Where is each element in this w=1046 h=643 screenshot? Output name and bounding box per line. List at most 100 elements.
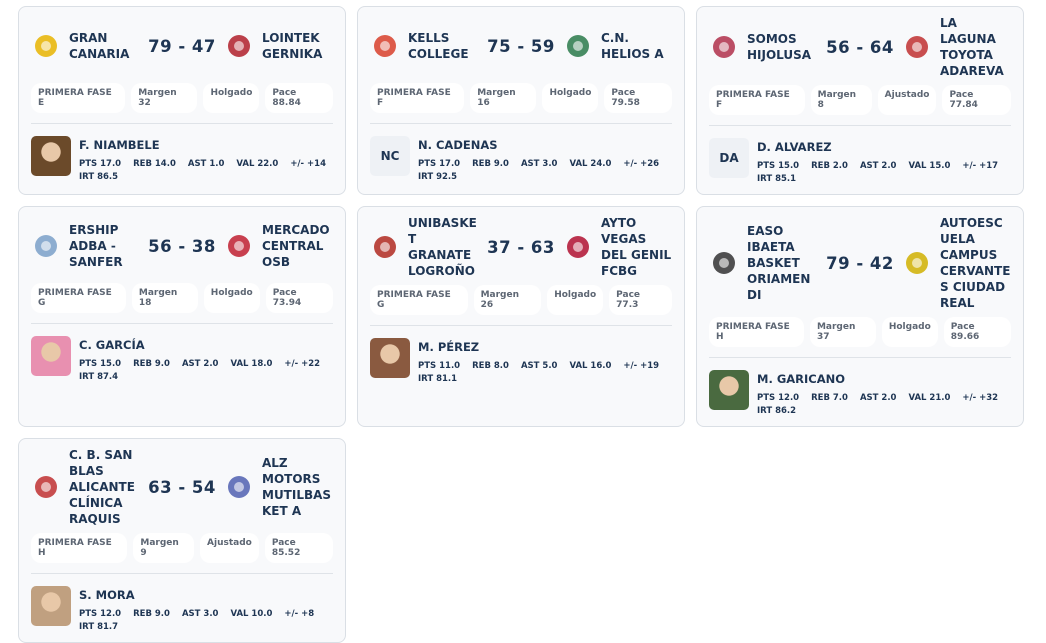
away-team: LOINTEK GERNIKA xyxy=(262,31,323,61)
divider xyxy=(709,357,1011,358)
away-team: LA LAGUNA TOYOTA ADAREVA xyxy=(940,16,1004,78)
player-row: M. PÉREZ PTS 11.0 REB 8.0 AST 5.0 VAL 16.0 +/… xyxy=(370,338,672,386)
player-row: F. NIAMBELE PTS 17.0 REB 14.0 AST 1.0 VAL 22… xyxy=(31,136,333,184)
tag: Pace 73.94 xyxy=(265,283,333,313)
match-header: EASO IBAETA BASKET ORIAMENDI 79 - 42 AUTOE… xyxy=(709,215,1011,311)
stat-row: PTS 12.0 REB 9.0 AST 3.0 VAL 10.0 +/- +8 xyxy=(79,608,314,621)
score: 79 - 42 xyxy=(826,253,894,273)
tag: PRIMERA FASE H xyxy=(709,317,804,347)
stat: REB 7.0 xyxy=(811,393,848,403)
divider xyxy=(370,325,672,326)
tag: Holgado xyxy=(203,83,260,113)
team-logo xyxy=(35,476,57,498)
home-team: SOMOS HIJOLUSA xyxy=(747,32,812,62)
stat-row: PTS 15.0 REB 9.0 AST 2.0 VAL 18.0 +/- +22 xyxy=(79,358,320,371)
player-info: F. NIAMBELE PTS 17.0 REB 14.0 AST 1.0 VAL 22… xyxy=(79,136,326,184)
player-name: M. GARICANO xyxy=(757,372,846,386)
game-grid: GRAN CANARIA 79 - 47 LOINTEK GERNIKA PRIMER… xyxy=(18,6,1024,643)
player-row: DA D. ALVAREZ PTS 15.0 REB 2.0 AST 2.0 VAL 15… xyxy=(709,138,1011,186)
match-header: KELLS COLLEGE 75 - 59 C.N. HELIOS A xyxy=(370,15,672,77)
away-team: MERCADO CENTRAL OSB xyxy=(262,223,330,269)
stat: PTS 17.0 xyxy=(79,159,122,169)
game-card: EASO IBAETA BASKET ORIAMENDI 79 - 42 AUTOE… xyxy=(696,206,1024,427)
stat: PTS 12.0 xyxy=(757,393,800,403)
stat: +/- +19 xyxy=(623,361,660,371)
tag-row: PRIMERA FASE E Margen 32 Holgado Pace 88.84 xyxy=(31,83,333,113)
match-header: SOMOS HIJOLUSA 56 - 64 LA LAGUNA TOYOTA AD… xyxy=(709,15,1011,79)
game-card: SOMOS HIJOLUSA 56 - 64 LA LAGUNA TOYOTA AD… xyxy=(696,6,1024,195)
player-info: M. GARICANO PTS 12.0 REB 7.0 AST 2.0 VAL 21.… xyxy=(757,370,998,418)
tag: Holgado xyxy=(881,317,938,347)
stat: +/- +22 xyxy=(284,359,321,369)
page: {"games": [ {"home": "GRAN CANARIA", "sc… xyxy=(18,6,1024,643)
stat: AST 5.0 xyxy=(520,361,558,371)
stat: AST 2.0 xyxy=(859,393,897,403)
stat: VAL 21.0 xyxy=(908,393,951,403)
game-card: C. B. SAN BLAS ALICANTE CLÍNICA RAQUIS 63… xyxy=(18,438,346,643)
game-card: UNIBASKET GRANATE LOGROÑO 37 - 63 AYTO VEG… xyxy=(357,206,685,427)
score: 75 - 59 xyxy=(487,36,555,56)
team-logo xyxy=(228,235,250,257)
stat: VAL 16.0 xyxy=(569,361,612,371)
stat: VAL 22.0 xyxy=(236,159,279,169)
stat: VAL 15.0 xyxy=(908,161,951,171)
tag: Margen 37 xyxy=(809,317,876,347)
tag: Margen 32 xyxy=(131,83,198,113)
team-logo xyxy=(374,35,396,57)
player-photo xyxy=(709,370,749,410)
game-card: KELLS COLLEGE 75 - 59 C.N. HELIOS A PRIMERA… xyxy=(357,6,685,195)
team-logo xyxy=(228,476,250,498)
player-info: D. ALVAREZ PTS 15.0 REB 2.0 AST 2.0 VAL 15.0… xyxy=(757,138,998,186)
team-logo xyxy=(567,236,589,258)
stat-row: PTS 17.0 REB 9.0 AST 3.0 VAL 24.0 +/- +26 xyxy=(418,158,659,171)
team-logo xyxy=(35,235,57,257)
team-logo xyxy=(906,252,928,274)
stat: IRT 85.1 xyxy=(757,174,797,184)
player-name: D. ALVAREZ xyxy=(757,140,832,154)
tag: Holgado xyxy=(542,83,599,113)
score: 56 - 38 xyxy=(148,236,216,256)
tag-row: PRIMERA FASE G Margen 26 Holgado Pace 77.3 xyxy=(370,285,672,315)
stat: PTS 15.0 xyxy=(757,161,800,171)
player-photo xyxy=(31,136,71,176)
player-name: N. CADENAS xyxy=(418,138,498,152)
stat: PTS 11.0 xyxy=(418,361,461,371)
tag: Holgado xyxy=(203,283,260,313)
divider xyxy=(31,123,333,124)
divider xyxy=(31,573,333,574)
player-name: F. NIAMBELE xyxy=(79,138,160,152)
tag: Pace 88.84 xyxy=(265,83,333,113)
stat: PTS 15.0 xyxy=(79,359,122,369)
tag: PRIMERA FASE F xyxy=(709,85,805,115)
player-row: S. MORA PTS 12.0 REB 9.0 AST 3.0 VAL 10.0 +/-… xyxy=(31,586,333,634)
player-row: M. GARICANO PTS 12.0 REB 7.0 AST 2.0 VAL 21.… xyxy=(709,370,1011,418)
team-logo xyxy=(906,36,928,58)
score: 37 - 63 xyxy=(487,237,555,257)
stat: +/- +17 xyxy=(962,161,999,171)
stat: +/- +26 xyxy=(623,159,660,169)
tag: Pace 89.66 xyxy=(943,317,1011,347)
tag: Pace 77.3 xyxy=(609,285,672,315)
stat: IRT 87.4 xyxy=(79,372,119,382)
stat: REB 14.0 xyxy=(133,159,176,169)
stat-row: PTS 12.0 REB 7.0 AST 2.0 VAL 21.0 +/- +32 xyxy=(757,392,998,405)
stat-row: IRT 86.2 xyxy=(757,405,998,418)
player-photo xyxy=(370,338,410,378)
match-header: UNIBASKET GRANATE LOGROÑO 37 - 63 AYTO VEG… xyxy=(370,215,672,279)
home-team: C. B. SAN BLAS ALICANTE CLÍNICA RAQUIS xyxy=(69,448,135,526)
player-info: C. GARCÍA PTS 15.0 REB 9.0 AST 2.0 VAL 18.0 +… xyxy=(79,336,320,384)
team-logo xyxy=(374,236,396,258)
stat: REB 8.0 xyxy=(472,361,509,371)
player-initials: NC xyxy=(370,136,410,176)
stat: REB 9.0 xyxy=(133,609,170,619)
stat: +/- +8 xyxy=(284,609,315,619)
team-logo xyxy=(713,36,735,58)
tag: Ajustado xyxy=(877,85,937,115)
home-team: ERSHIP ADBA - SANFER xyxy=(69,223,123,269)
tag: Pace 77.84 xyxy=(942,85,1011,115)
tag-row: PRIMERA FASE H Margen 37 Holgado Pace 89.66 xyxy=(709,317,1011,347)
stat: PTS 12.0 xyxy=(79,609,122,619)
player-row: NC N. CADENAS PTS 17.0 REB 9.0 AST 3.0 VAL 24… xyxy=(370,136,672,184)
stat: IRT 86.5 xyxy=(79,172,119,182)
game-card: GRAN CANARIA 79 - 47 LOINTEK GERNIKA PRIMER… xyxy=(18,6,346,195)
